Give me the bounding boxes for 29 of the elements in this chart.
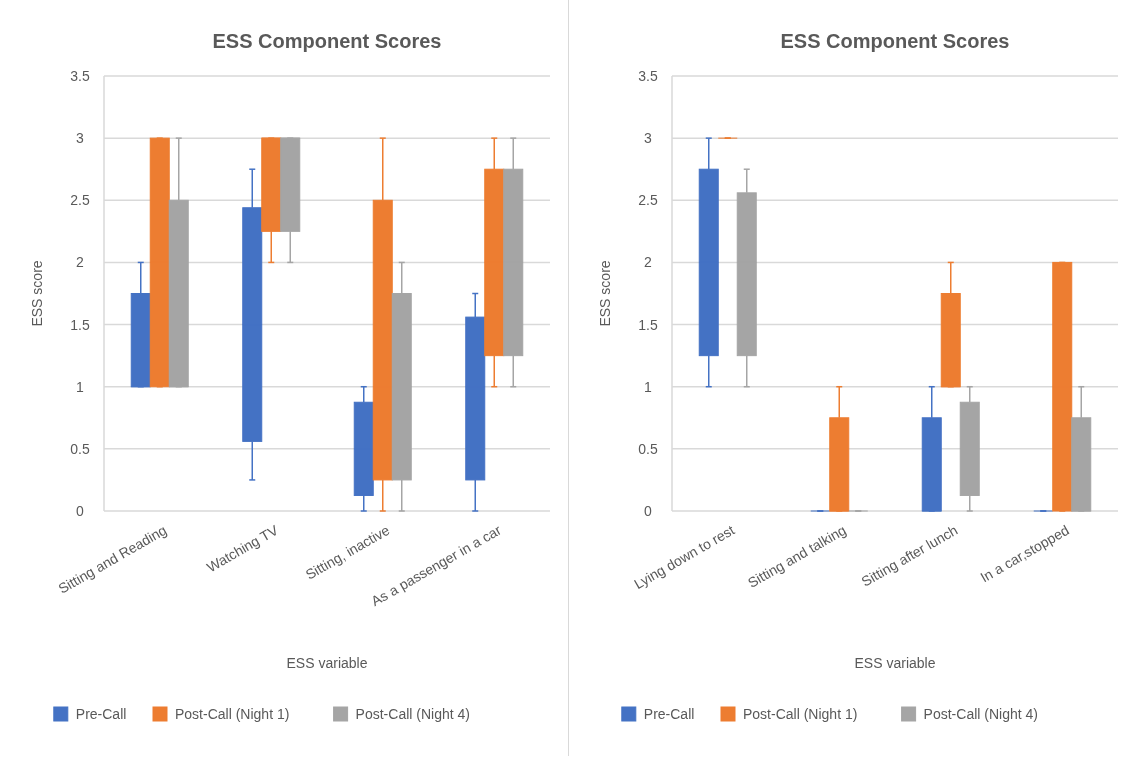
legend-label: Post-Call (Night 4) bbox=[923, 706, 1038, 722]
y-tick-label: 2 bbox=[644, 254, 653, 271]
y-axis-title: ESS score bbox=[29, 260, 45, 327]
y-tick-label: 1 bbox=[644, 378, 653, 395]
chart-title: ESS Component Scores bbox=[212, 30, 442, 52]
y-tick-label: 2 bbox=[76, 254, 85, 271]
y-axis-title: ESS score bbox=[597, 260, 613, 327]
y-tick-label: 1 bbox=[76, 378, 85, 395]
y-tick-label: 0 bbox=[644, 503, 653, 519]
legend-label: Pre-Call bbox=[75, 706, 127, 722]
y-tick-label: 3.5 bbox=[70, 68, 90, 84]
legend-label: Post-Call (Night 1) bbox=[175, 706, 290, 722]
y-tick-label: 0 bbox=[76, 503, 85, 519]
y-tick-label: 3.5 bbox=[638, 68, 658, 84]
legend-label: Post-Call (Night 1) bbox=[743, 706, 858, 722]
y-tick-label: 1.5 bbox=[70, 316, 90, 333]
y-tick-label: 3 bbox=[76, 130, 85, 147]
y-tick-label: 0.5 bbox=[638, 440, 658, 457]
x-axis-title: ESS variable bbox=[854, 655, 936, 671]
x-axis-title: ESS variable bbox=[286, 655, 368, 671]
legend-label: Post-Call (Night 4) bbox=[355, 706, 470, 722]
legend-label: Pre-Call bbox=[643, 706, 695, 722]
y-tick-label: 1.5 bbox=[638, 316, 658, 333]
y-tick-label: 2.5 bbox=[638, 192, 658, 209]
chart-title: ESS Component Scores bbox=[780, 30, 1010, 52]
y-tick-label: 3 bbox=[644, 130, 653, 147]
x-tick-label: Lying down to rest bbox=[631, 521, 738, 593]
y-tick-label: 2.5 bbox=[70, 192, 90, 209]
y-tick-label: 0.5 bbox=[70, 440, 90, 457]
